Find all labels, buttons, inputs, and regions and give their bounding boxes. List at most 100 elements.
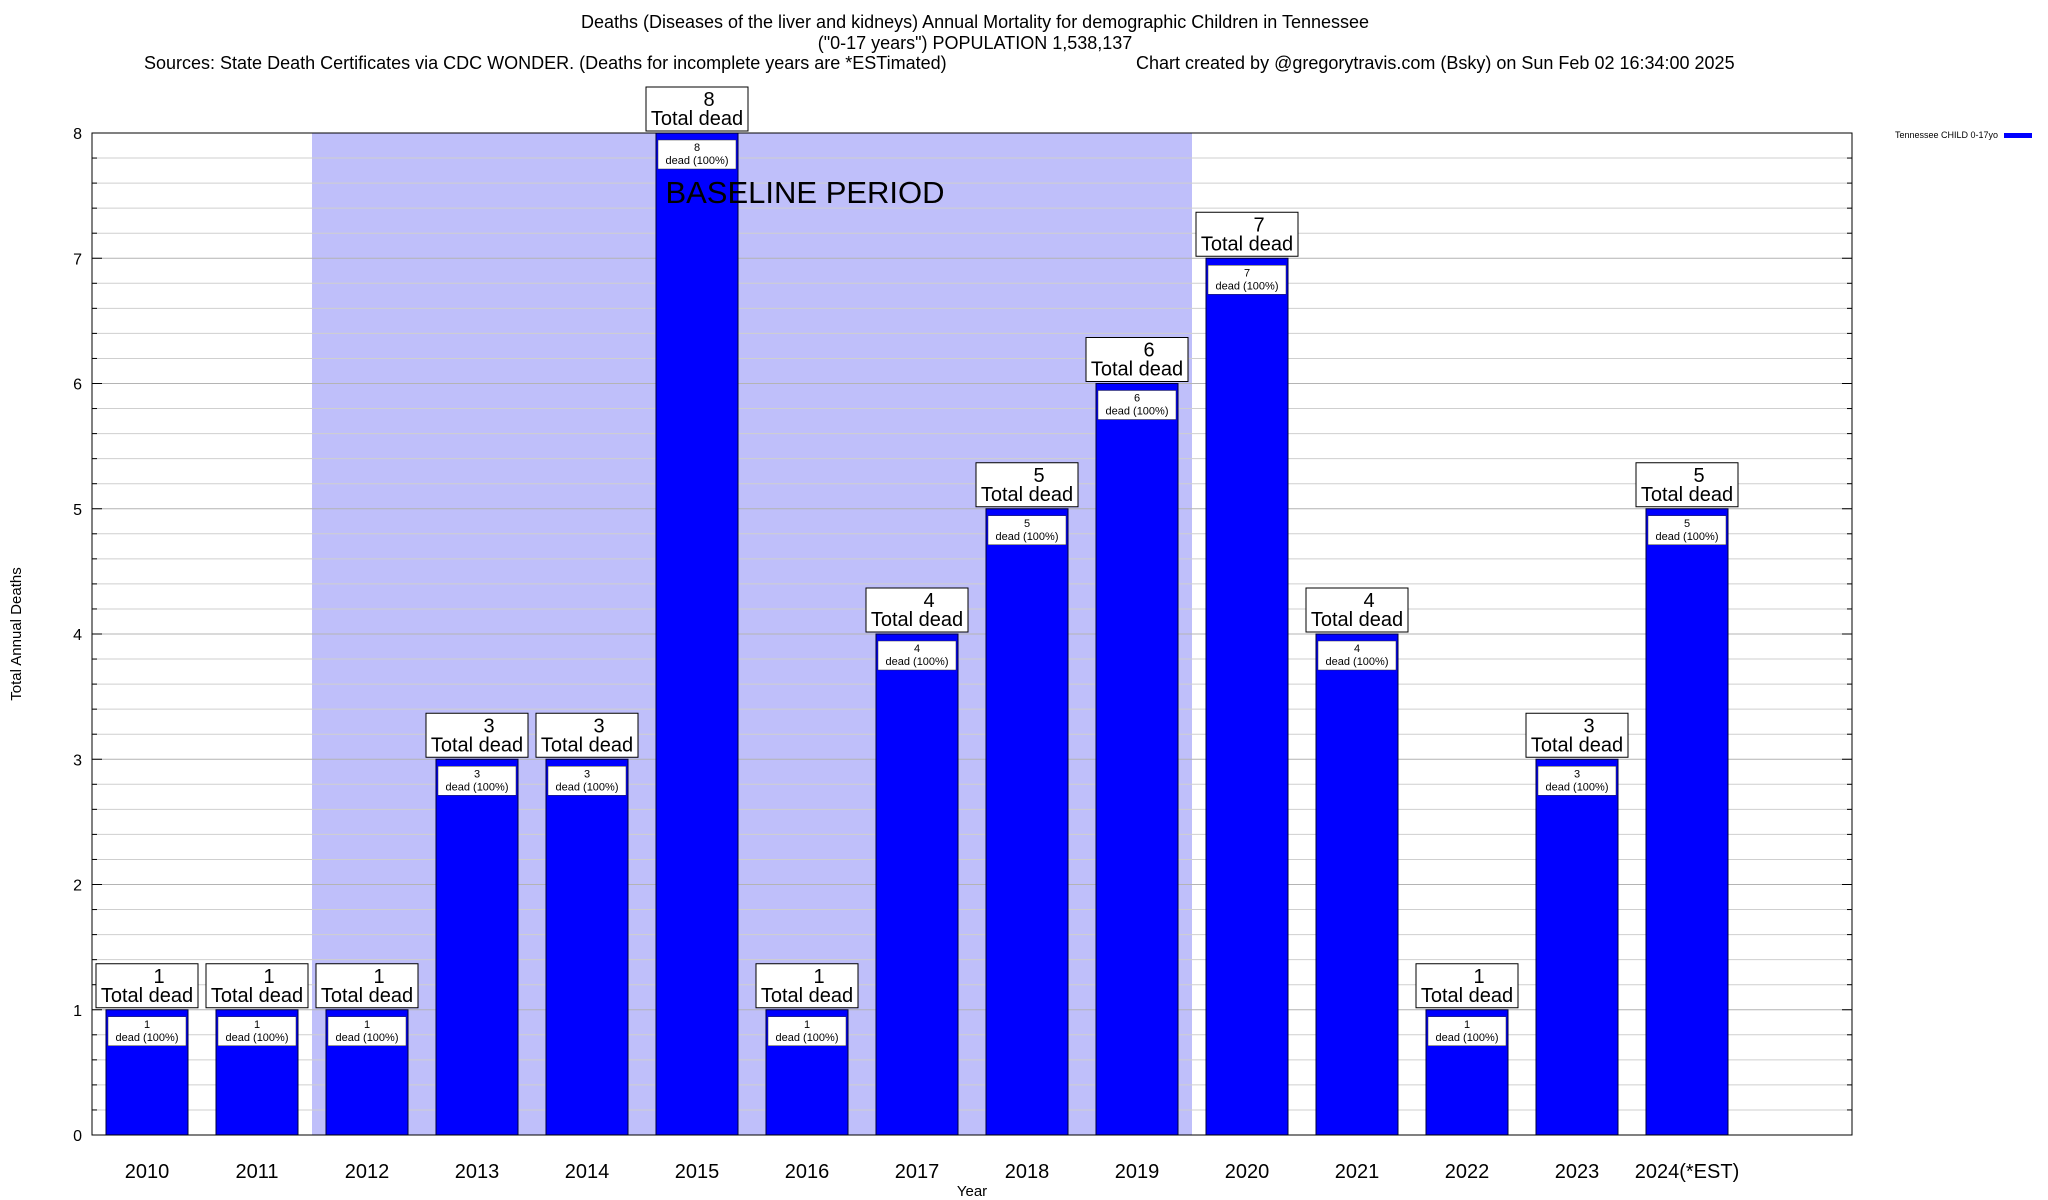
- x-tick-label: 2017: [895, 1161, 940, 1183]
- total-label-text: Total dead: [541, 734, 633, 756]
- bar-inner-percent: dead (100%): [1216, 280, 1279, 292]
- total-label-value: 8: [703, 89, 714, 111]
- bar-inner-value: 3: [1574, 768, 1580, 780]
- bar-2018: [985, 508, 1069, 1136]
- x-tick-label: 2022: [1445, 1161, 1490, 1183]
- y-tick-label: 7: [73, 251, 82, 268]
- total-label-value: 5: [1693, 465, 1704, 487]
- bar-inner-label-box: [1647, 515, 1727, 545]
- x-tick-label: 2012: [345, 1161, 390, 1183]
- y-tick-label: 4: [73, 627, 82, 644]
- x-tick-label: 2016: [785, 1161, 830, 1183]
- total-label-value: 7: [1253, 214, 1264, 236]
- total-label-text: Total dead: [651, 108, 743, 130]
- bar-inner-label-box: [1427, 1016, 1507, 1046]
- total-label-box: [95, 963, 199, 1009]
- total-label-value: 3: [483, 715, 494, 737]
- bar-inner-label-box: [547, 766, 627, 796]
- total-label-value: 1: [153, 966, 164, 988]
- bar-inner-value: 5: [1684, 518, 1690, 530]
- bar-inner-percent: dead (100%): [1436, 1032, 1499, 1044]
- total-label-value: 3: [1583, 715, 1594, 737]
- bar-2023: [1535, 758, 1619, 1136]
- bar-inner-value: 1: [254, 1019, 260, 1031]
- bar-inner-percent: dead (100%): [776, 1032, 839, 1044]
- total-label-value: 1: [1473, 966, 1484, 988]
- total-label-text: Total dead: [1311, 609, 1403, 631]
- y-tick-label: 2: [73, 878, 82, 895]
- bar-inner-percent: dead (100%): [1326, 656, 1389, 668]
- bar-inner-percent: dead (100%): [556, 781, 619, 793]
- x-tick-label: 2024(*EST): [1635, 1161, 1740, 1183]
- total-label-value: 5: [1033, 465, 1044, 487]
- bar-inner-value: 3: [584, 768, 590, 780]
- bar-inner-percent: dead (100%): [666, 155, 729, 167]
- bar-inner-label-box: [327, 1016, 407, 1046]
- bar-inner-label-box: [1207, 265, 1287, 295]
- total-label-box: [1195, 211, 1299, 257]
- bar-2013: [435, 758, 519, 1136]
- x-axis-label: Year: [957, 1183, 987, 1200]
- bar-inner-label-box: [437, 766, 517, 796]
- bar-inner-label-box: [107, 1016, 187, 1046]
- bar-inner-value: 8: [694, 142, 700, 154]
- bar-inner-percent: dead (100%): [886, 656, 949, 668]
- total-label-text: Total dead: [871, 609, 963, 631]
- x-tick-label: 2011: [235, 1161, 278, 1183]
- bar-2017: [875, 633, 959, 1136]
- total-label-box: [535, 712, 639, 758]
- bar-inner-percent: dead (100%): [996, 531, 1059, 543]
- chart-subtitle-population: ("0-17 years") POPULATION 1,538,137: [817, 33, 1133, 53]
- bar-inner-percent: dead (100%): [1656, 531, 1719, 543]
- total-label-box: [315, 963, 419, 1009]
- y-axis-label: Total Annual Deaths: [8, 567, 25, 700]
- bar-inner-value: 4: [914, 643, 920, 655]
- total-label-value: 1: [813, 966, 824, 988]
- bar-inner-label-box: [1537, 766, 1617, 796]
- x-tick-label: 2015: [675, 1161, 720, 1183]
- total-label-box: [1305, 587, 1409, 633]
- bar-2024(*EST): [1645, 508, 1729, 1136]
- y-tick-label: 6: [73, 377, 82, 394]
- bar-inner-value: 3: [474, 768, 480, 780]
- bar-inner-label-box: [217, 1016, 297, 1046]
- x-tick-label: 2023: [1555, 1161, 1600, 1183]
- total-label-text: Total dead: [101, 985, 193, 1007]
- y-tick-label: 5: [73, 502, 82, 519]
- total-label-text: Total dead: [1421, 985, 1513, 1007]
- total-label-text: Total dead: [1201, 233, 1293, 255]
- total-label-text: Total dead: [981, 484, 1073, 506]
- total-label-box: [865, 587, 969, 633]
- total-label-box: [975, 462, 1079, 508]
- bar-inner-value: 1: [144, 1019, 150, 1031]
- x-tick-label: 2013: [455, 1161, 500, 1183]
- bar-2020: [1205, 257, 1289, 1136]
- total-label-box: [205, 963, 309, 1009]
- bar-inner-percent: dead (100%): [336, 1032, 399, 1044]
- x-tick-label: 2020: [1225, 1161, 1270, 1183]
- legend-swatch: [2004, 133, 2032, 138]
- bar-inner-value: 4: [1354, 643, 1360, 655]
- total-label-box: [1085, 337, 1189, 382]
- bar-2019: [1095, 383, 1179, 1136]
- bar-inner-value: 6: [1134, 393, 1140, 405]
- total-label-box: [1415, 963, 1519, 1009]
- y-tick-label: 0: [73, 1128, 82, 1145]
- bar-inner-value: 1: [804, 1019, 810, 1031]
- total-label-text: Total dead: [1531, 734, 1623, 756]
- total-label-box: [645, 86, 749, 132]
- chart-credit: Chart created by @gregorytravis.com (Bsk…: [1136, 53, 1735, 73]
- total-label-text: Total dead: [1091, 359, 1183, 381]
- total-label-value: 4: [1363, 590, 1374, 612]
- total-label-value: 6: [1143, 340, 1154, 362]
- bar-2014: [545, 758, 629, 1136]
- bar-inner-label-box: [987, 515, 1067, 545]
- total-label-text: Total dead: [1641, 484, 1733, 506]
- total-label-value: 1: [373, 966, 384, 988]
- bar-inner-percent: dead (100%): [226, 1032, 289, 1044]
- total-label-box: [1525, 712, 1629, 758]
- bar-inner-percent: dead (100%): [446, 781, 509, 793]
- baseline-period-label: BASELINE PERIOD: [665, 175, 944, 210]
- x-tick-label: 2019: [1115, 1161, 1160, 1183]
